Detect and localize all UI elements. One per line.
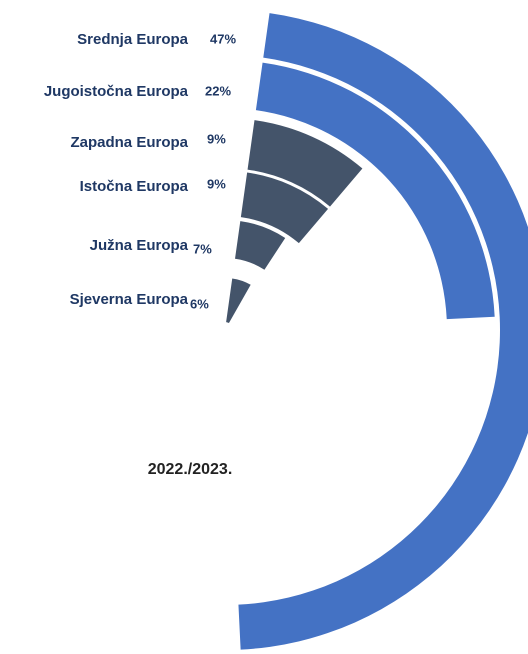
value-label: 7% [193,241,212,256]
value-label: 6% [190,296,209,311]
radial-bar [240,172,329,244]
category-label: Zapadna Europa [70,134,188,151]
category-label: Sjeverna Europa [70,291,189,308]
category-label: Srednja Europa [77,31,189,48]
category-label: Istočna Europa [80,178,189,195]
radial-bar [247,120,363,207]
value-label: 9% [207,131,226,146]
chart-title: 2022./2023. [148,461,233,478]
value-label: 22% [205,83,231,98]
radial-bar [255,62,495,320]
radial-bar [235,221,286,270]
category-label: Južna Europa [90,237,189,254]
value-label: 9% [207,176,226,191]
value-label: 47% [210,31,236,46]
radial-bar [238,13,528,650]
category-label: Jugoistočna Europa [44,83,189,100]
radial-bar [226,278,251,324]
